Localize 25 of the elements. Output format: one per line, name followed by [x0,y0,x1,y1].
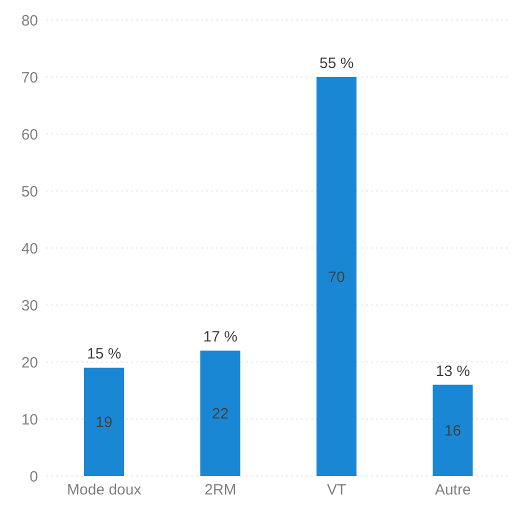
y-tick-label: 60 [21,126,38,144]
y-tick-label: 70 [21,69,38,86]
y-tick-label: 20 [21,354,38,372]
data-label: 22 [212,406,229,423]
data-label: 16 [444,422,462,440]
annotation: 13 % [436,362,470,380]
x-tick-label: 2RM [204,482,236,499]
x-tick-label: Mode doux [67,482,142,499]
y-tick-label: 80 [21,12,38,30]
bar [200,350,240,476]
bar [84,368,124,476]
data-label: 19 [96,414,112,432]
y-tick-label: 30 [21,297,38,314]
annotation: 15 % [87,346,122,363]
y-tick-label: 0 [30,468,38,486]
bar [432,384,473,476]
bar [316,77,356,476]
y-tick-label: 50 [21,183,38,200]
data-label: 70 [328,268,345,286]
annotation: 17 % [203,328,238,346]
y-tick-label: 40 [21,240,38,258]
annotation: 55 % [320,55,354,72]
y-tick-label: 10 [21,411,38,428]
x-tick-label: Autre [434,482,471,499]
x-tick-label: VT [327,482,346,499]
